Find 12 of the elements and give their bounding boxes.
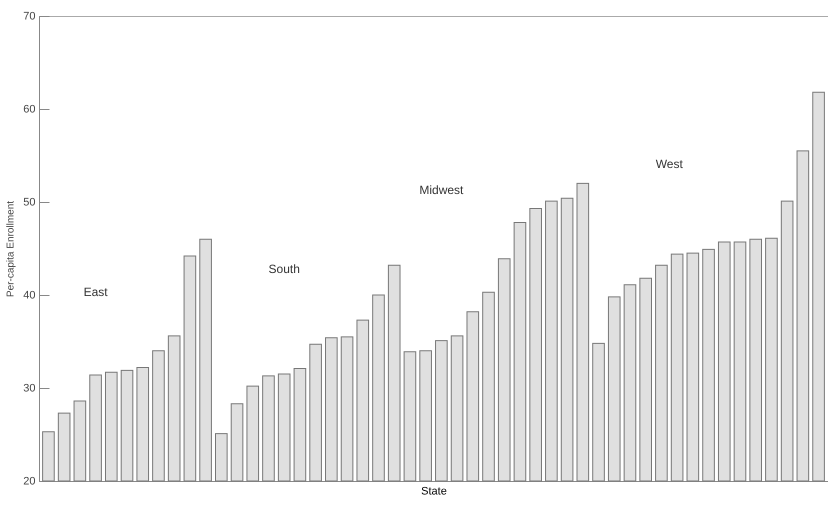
annotation: East <box>84 285 108 300</box>
y-tick-label: 40 <box>23 290 36 302</box>
y-tick-label: 70 <box>23 10 36 22</box>
y-tick-label: 20 <box>23 476 36 488</box>
annotation: Midwest <box>419 182 464 197</box>
y-axis-title: Per-capita Enrollment <box>5 200 16 298</box>
annotation: South <box>268 262 300 276</box>
y-tick-label: 50 <box>23 196 36 208</box>
y-tick-label: 60 <box>23 104 36 116</box>
y-tick-label: 30 <box>23 382 36 394</box>
annotation: West <box>656 156 684 171</box>
x-axis-title: State <box>421 486 447 498</box>
